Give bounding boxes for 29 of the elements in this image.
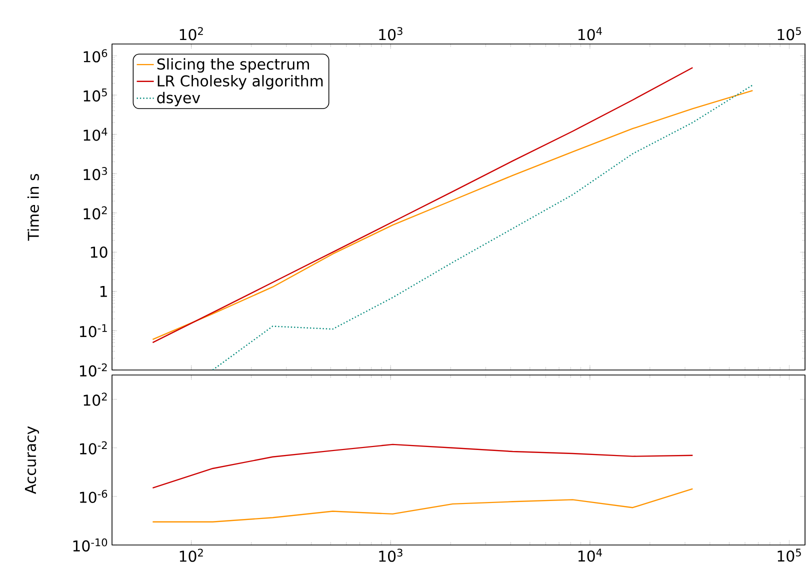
line-series: [152, 444, 694, 489]
y-tick-label: 1: [100, 286, 107, 297]
y-tick-label: 10$^{3}$: [84, 167, 107, 180]
x-tick-label: 10$^{3}$: [379, 27, 402, 40]
y-tick-label: 10$^{2}$: [84, 206, 107, 220]
line-series: [152, 90, 754, 340]
y-axis-title: Time in s: [27, 174, 39, 241]
legend-label: Slicing the spectrum: [157, 58, 309, 73]
x-tick-label: 10$^{2}$: [180, 548, 203, 562]
y-tick-label: 10$^{2}$: [84, 392, 107, 406]
y-tick-label: 10$^{-10}$: [73, 538, 108, 552]
y-tick-label: 10$^{4}$: [84, 128, 108, 141]
x-tick-label: 10$^{4}$: [578, 27, 602, 40]
y-tick-label: 10$^{6}$: [84, 49, 108, 62]
x-tick-label: 10$^{3}$: [379, 548, 402, 562]
y-axis-title: Accuracy: [24, 426, 39, 494]
legend-label: LR Cholesky algorithm: [158, 74, 323, 90]
y-tick-label: 10$^{-6}$: [80, 490, 108, 504]
x-tick-label: 10$^{2}$: [180, 27, 203, 40]
y-tick-label: 10$^{5}$: [84, 88, 107, 102]
y-tick-label: 10: [90, 246, 108, 258]
x-tick-label: 10$^{5}$: [778, 27, 801, 40]
line-series: [152, 488, 694, 522]
x-tick-label: 10$^{4}$: [578, 548, 602, 562]
y-tick-label: 10$^{-2}$: [80, 363, 107, 377]
x-tick-label: 10$^{5}$: [778, 548, 801, 562]
y-tick-label: 10$^{-2}$: [80, 441, 107, 454]
legend-label: dsyev: [157, 92, 200, 106]
y-tick-label: 10$^{-1}$: [80, 324, 107, 338]
